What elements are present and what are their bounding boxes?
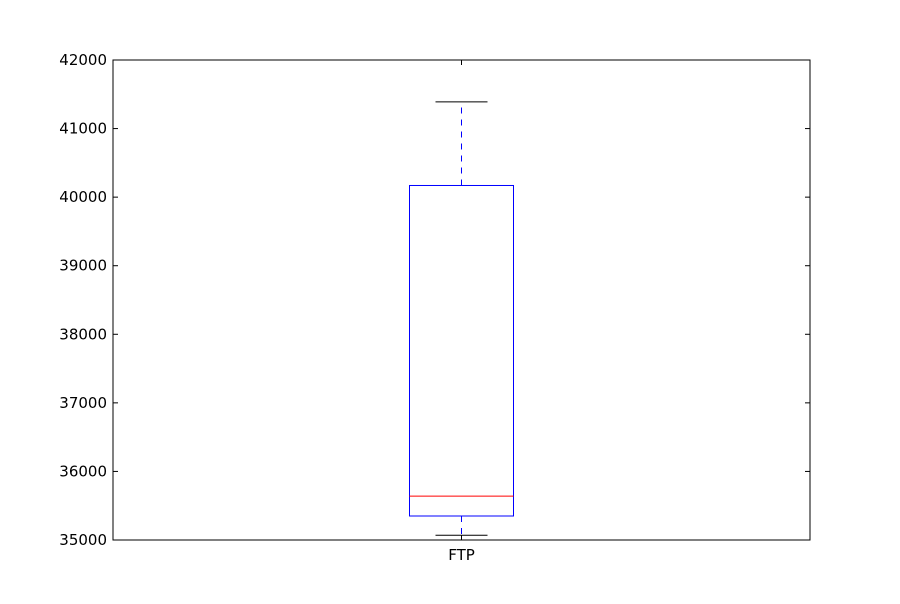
axis-ticks: 35000 36000 37000 38000 39000 40000 41000 42000… xyxy=(59,51,810,564)
y-tick-label: 36000 xyxy=(59,462,107,480)
y-tick-label: 40000 xyxy=(59,188,107,206)
y-tick-label: 35000 xyxy=(59,531,107,549)
y-tick-label: 41000 xyxy=(59,120,107,138)
x-tick-label: FTP xyxy=(448,546,475,564)
y-tick-label: 37000 xyxy=(59,394,107,412)
y-tick-label: 38000 xyxy=(59,325,107,343)
axes-frame xyxy=(112,59,811,541)
plot-area xyxy=(113,60,810,540)
y-tick-label: 39000 xyxy=(59,257,107,275)
y-tick-label: 42000 xyxy=(59,51,107,69)
chart-marks xyxy=(409,101,514,536)
iqr-box xyxy=(409,184,514,517)
